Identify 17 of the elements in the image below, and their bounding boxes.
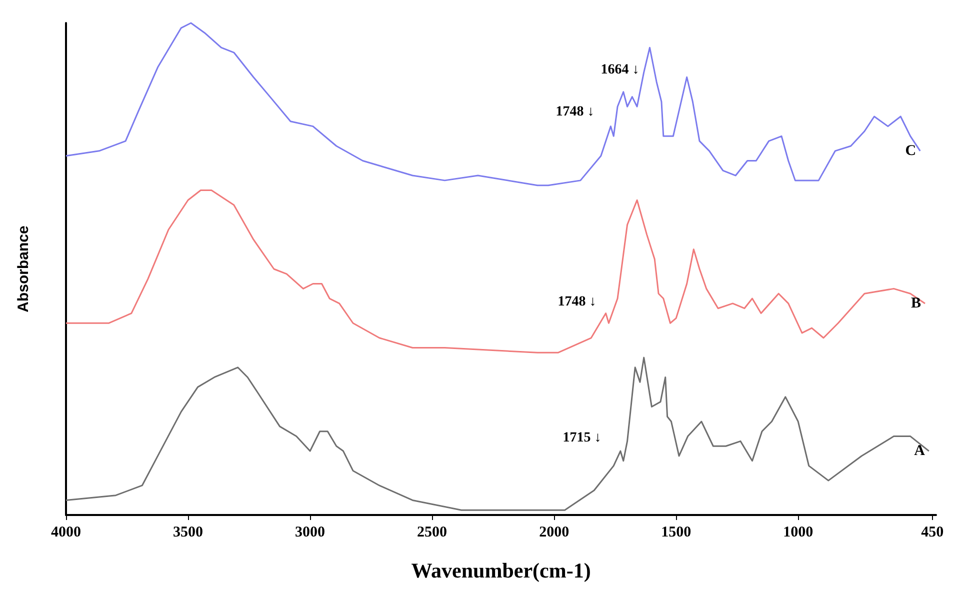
series-label: A — [914, 443, 926, 460]
series-label: B — [911, 295, 922, 312]
series-label: C — [905, 142, 916, 159]
annotation: 1715 ↓ — [562, 430, 602, 446]
x-tick-label: 2000 — [539, 524, 570, 540]
x-tick-label: 450 — [921, 524, 944, 540]
x-tick-label: 3500 — [173, 524, 204, 540]
x-tick-label: 4000 — [51, 524, 81, 540]
annotation: 1748 ↓ — [558, 294, 596, 310]
x-tick-label: 1500 — [661, 524, 692, 540]
annotation: 1664 ↓ — [600, 62, 640, 78]
y-axis-title: Absorbance — [15, 226, 32, 312]
annotation: 1748 ↓ — [556, 104, 594, 120]
x-tick-label: 3000 — [295, 524, 326, 540]
x-tick-label: 1000 — [783, 524, 814, 540]
x-axis-title: Wavenumber(cm-1) — [411, 558, 591, 582]
x-tick-label: 2500 — [417, 524, 448, 540]
